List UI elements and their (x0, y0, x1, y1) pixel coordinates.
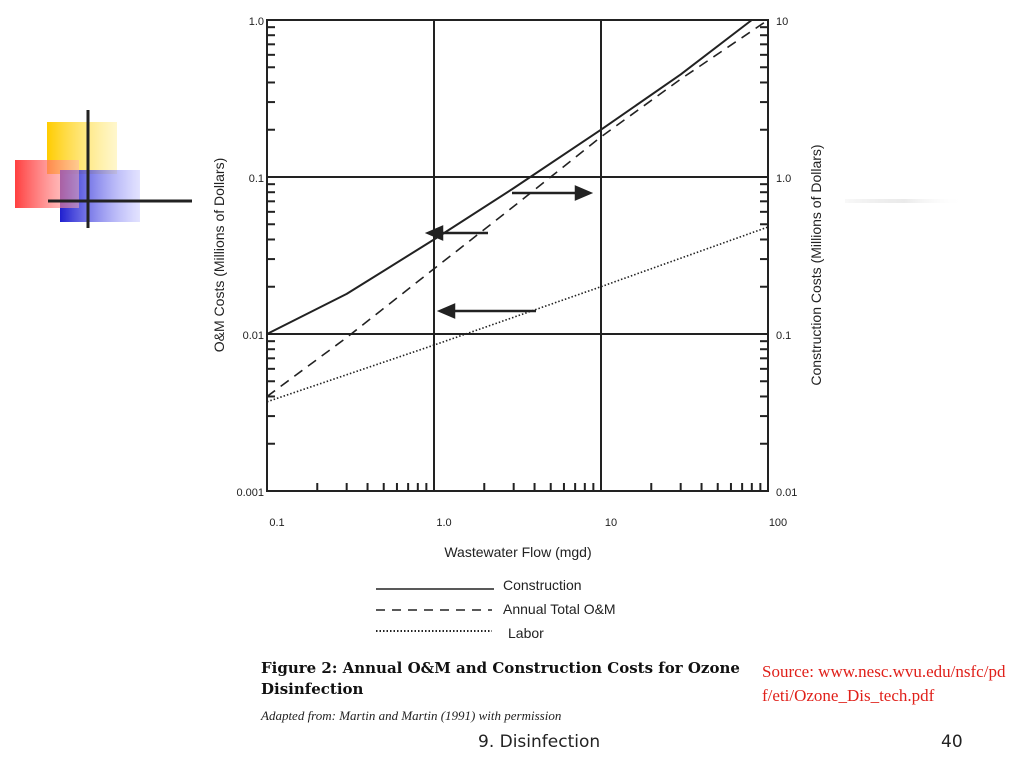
y-axis-title-left: O&M Costs (Millions of Dollars) (211, 158, 227, 352)
y-left-tick-label: 0.1 (249, 173, 264, 185)
y-axis-title-right: Construction Costs (Millions of Dollars) (808, 144, 824, 385)
series-line-annual-total-o-m (266, 19, 769, 398)
series-line-labor (266, 226, 769, 403)
x-tick-label: 100 (769, 517, 787, 529)
plot-frame (266, 19, 769, 492)
legend-label-om: Annual Total O&M (503, 601, 616, 617)
grid (266, 19, 769, 492)
minor-ticks (267, 26, 768, 491)
tick-labels: 0.1 1.0 10 100 0.001 0.01 0.1 1.0 0.01 0.1 1.0 10 (236, 16, 797, 529)
y-right-tick-label: 0.01 (776, 487, 797, 499)
figure-caption-title: Figure 2: Annual O&M and Construction Co… (261, 659, 740, 698)
legend: Construction Annual Total O&M Labor (376, 577, 616, 641)
footer-label: 9. Disinfection (478, 732, 601, 752)
series-line-construction (266, 19, 753, 335)
y-right-tick-label: 10 (776, 16, 788, 28)
x-tick-label: 10 (605, 517, 617, 529)
arrow-labor-left (436, 303, 536, 319)
y-right-tick-label: 1.0 (776, 173, 791, 185)
x-axis-title: Wastewater Flow (mgd) (444, 544, 591, 560)
y-right-tick-label: 0.1 (776, 330, 791, 342)
x-tick-label: 0.1 (269, 517, 284, 529)
cost-chart: 0.1 1.0 10 100 0.001 0.01 0.1 1.0 0.01 0.1 1.0 10 W… (211, 16, 824, 641)
y-left-tick-label: 0.01 (243, 330, 264, 342)
y-left-tick-label: 0.001 (236, 487, 264, 499)
series (266, 19, 769, 403)
axis-arrows (424, 185, 594, 319)
x-tick-label: 1.0 (436, 517, 451, 529)
arrow-om-left (424, 225, 488, 241)
y-left-tick-label: 1.0 (249, 16, 264, 28)
source-citation: Source: www.nesc.wvu.edu/nsfc/pdf/eti/Oz… (762, 662, 1006, 705)
page-number: 40 (941, 732, 963, 752)
arrow-construction-right (512, 185, 594, 201)
figure-caption-subtitle: Adapted from: Martin and Martin (1991) w… (261, 708, 562, 723)
legend-label-labor: Labor (508, 625, 544, 641)
legend-label-construction: Construction (503, 577, 582, 593)
deco-fade-line (845, 199, 965, 203)
